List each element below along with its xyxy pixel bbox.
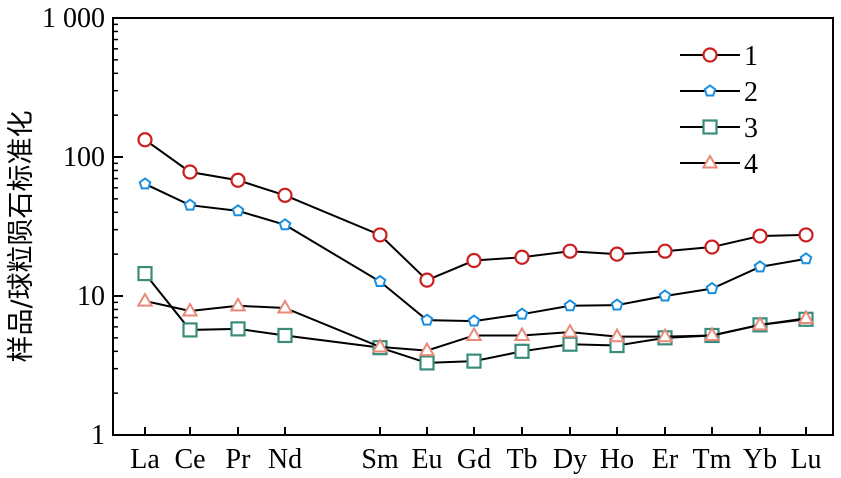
data-point	[139, 267, 152, 280]
data-point	[140, 178, 150, 188]
data-point	[233, 205, 243, 215]
x-tick-label: Tb	[506, 444, 537, 475]
data-point	[278, 301, 291, 313]
data-point	[565, 300, 575, 310]
y-axis-label: 样品/球粒陨石标准化	[6, 110, 37, 362]
data-point	[800, 228, 813, 241]
data-point	[232, 174, 245, 187]
legend-marker	[705, 86, 715, 96]
data-point	[279, 189, 292, 202]
data-point	[611, 248, 624, 261]
data-point	[517, 309, 527, 319]
data-point	[184, 165, 197, 178]
data-point	[421, 274, 434, 287]
x-tick-label: Er	[652, 444, 679, 475]
data-point	[516, 345, 529, 358]
legend-entry: 1	[680, 41, 758, 72]
x-tick-label: Dy	[553, 444, 587, 475]
data-point	[374, 228, 387, 241]
legend-entry: 3	[680, 113, 758, 144]
data-point	[659, 245, 672, 258]
legend-marker	[704, 49, 717, 62]
x-tick-label: La	[130, 444, 160, 475]
x-tick-label: Lu	[790, 444, 821, 475]
data-point	[279, 329, 292, 342]
x-tick-label: Ce	[174, 444, 205, 475]
data-point	[801, 253, 811, 263]
y-tick-label: 10	[77, 281, 105, 312]
data-point	[280, 219, 290, 229]
legend-label: 4	[744, 149, 758, 180]
x-tick-label: Nd	[268, 444, 302, 475]
x-tick-label: Pr	[226, 444, 252, 475]
legend-label: 2	[744, 77, 758, 108]
x-tick-label: Sm	[361, 444, 399, 475]
data-point	[612, 300, 622, 310]
data-point	[660, 291, 670, 301]
legend-marker	[703, 156, 716, 168]
data-point	[468, 355, 481, 368]
data-point	[564, 338, 577, 351]
data-point	[516, 251, 529, 264]
legend-marker	[704, 121, 717, 134]
x-tick-label: Ho	[600, 444, 634, 475]
data-point	[421, 356, 434, 369]
data-point	[754, 230, 767, 243]
data-point	[185, 200, 195, 210]
data-point	[138, 294, 151, 306]
data-point	[468, 254, 481, 267]
data-point	[184, 323, 197, 336]
legend-label: 3	[744, 113, 758, 144]
data-point	[564, 245, 577, 258]
data-point	[755, 261, 765, 271]
data-point	[375, 276, 385, 286]
data-point	[563, 325, 576, 337]
data-point	[139, 133, 152, 146]
legend-entry: 4	[680, 149, 758, 180]
y-tick-label: 1	[91, 420, 105, 451]
data-point	[232, 322, 245, 335]
data-point	[422, 315, 432, 325]
plot-frame	[113, 18, 833, 435]
data-point	[469, 316, 479, 326]
data-point	[707, 283, 717, 293]
data-point	[231, 299, 244, 311]
y-tick-label: 100	[63, 142, 105, 173]
x-tick-label: Gd	[457, 444, 491, 475]
legend-label: 1	[744, 41, 758, 72]
data-point	[467, 328, 480, 340]
x-tick-label: Tm	[693, 444, 732, 475]
y-tick-label: 1 000	[42, 3, 105, 34]
x-tick-label: Yb	[743, 444, 777, 475]
x-tick-label: Eu	[411, 444, 442, 475]
legend-entry: 2	[680, 77, 758, 108]
data-point	[706, 241, 719, 254]
